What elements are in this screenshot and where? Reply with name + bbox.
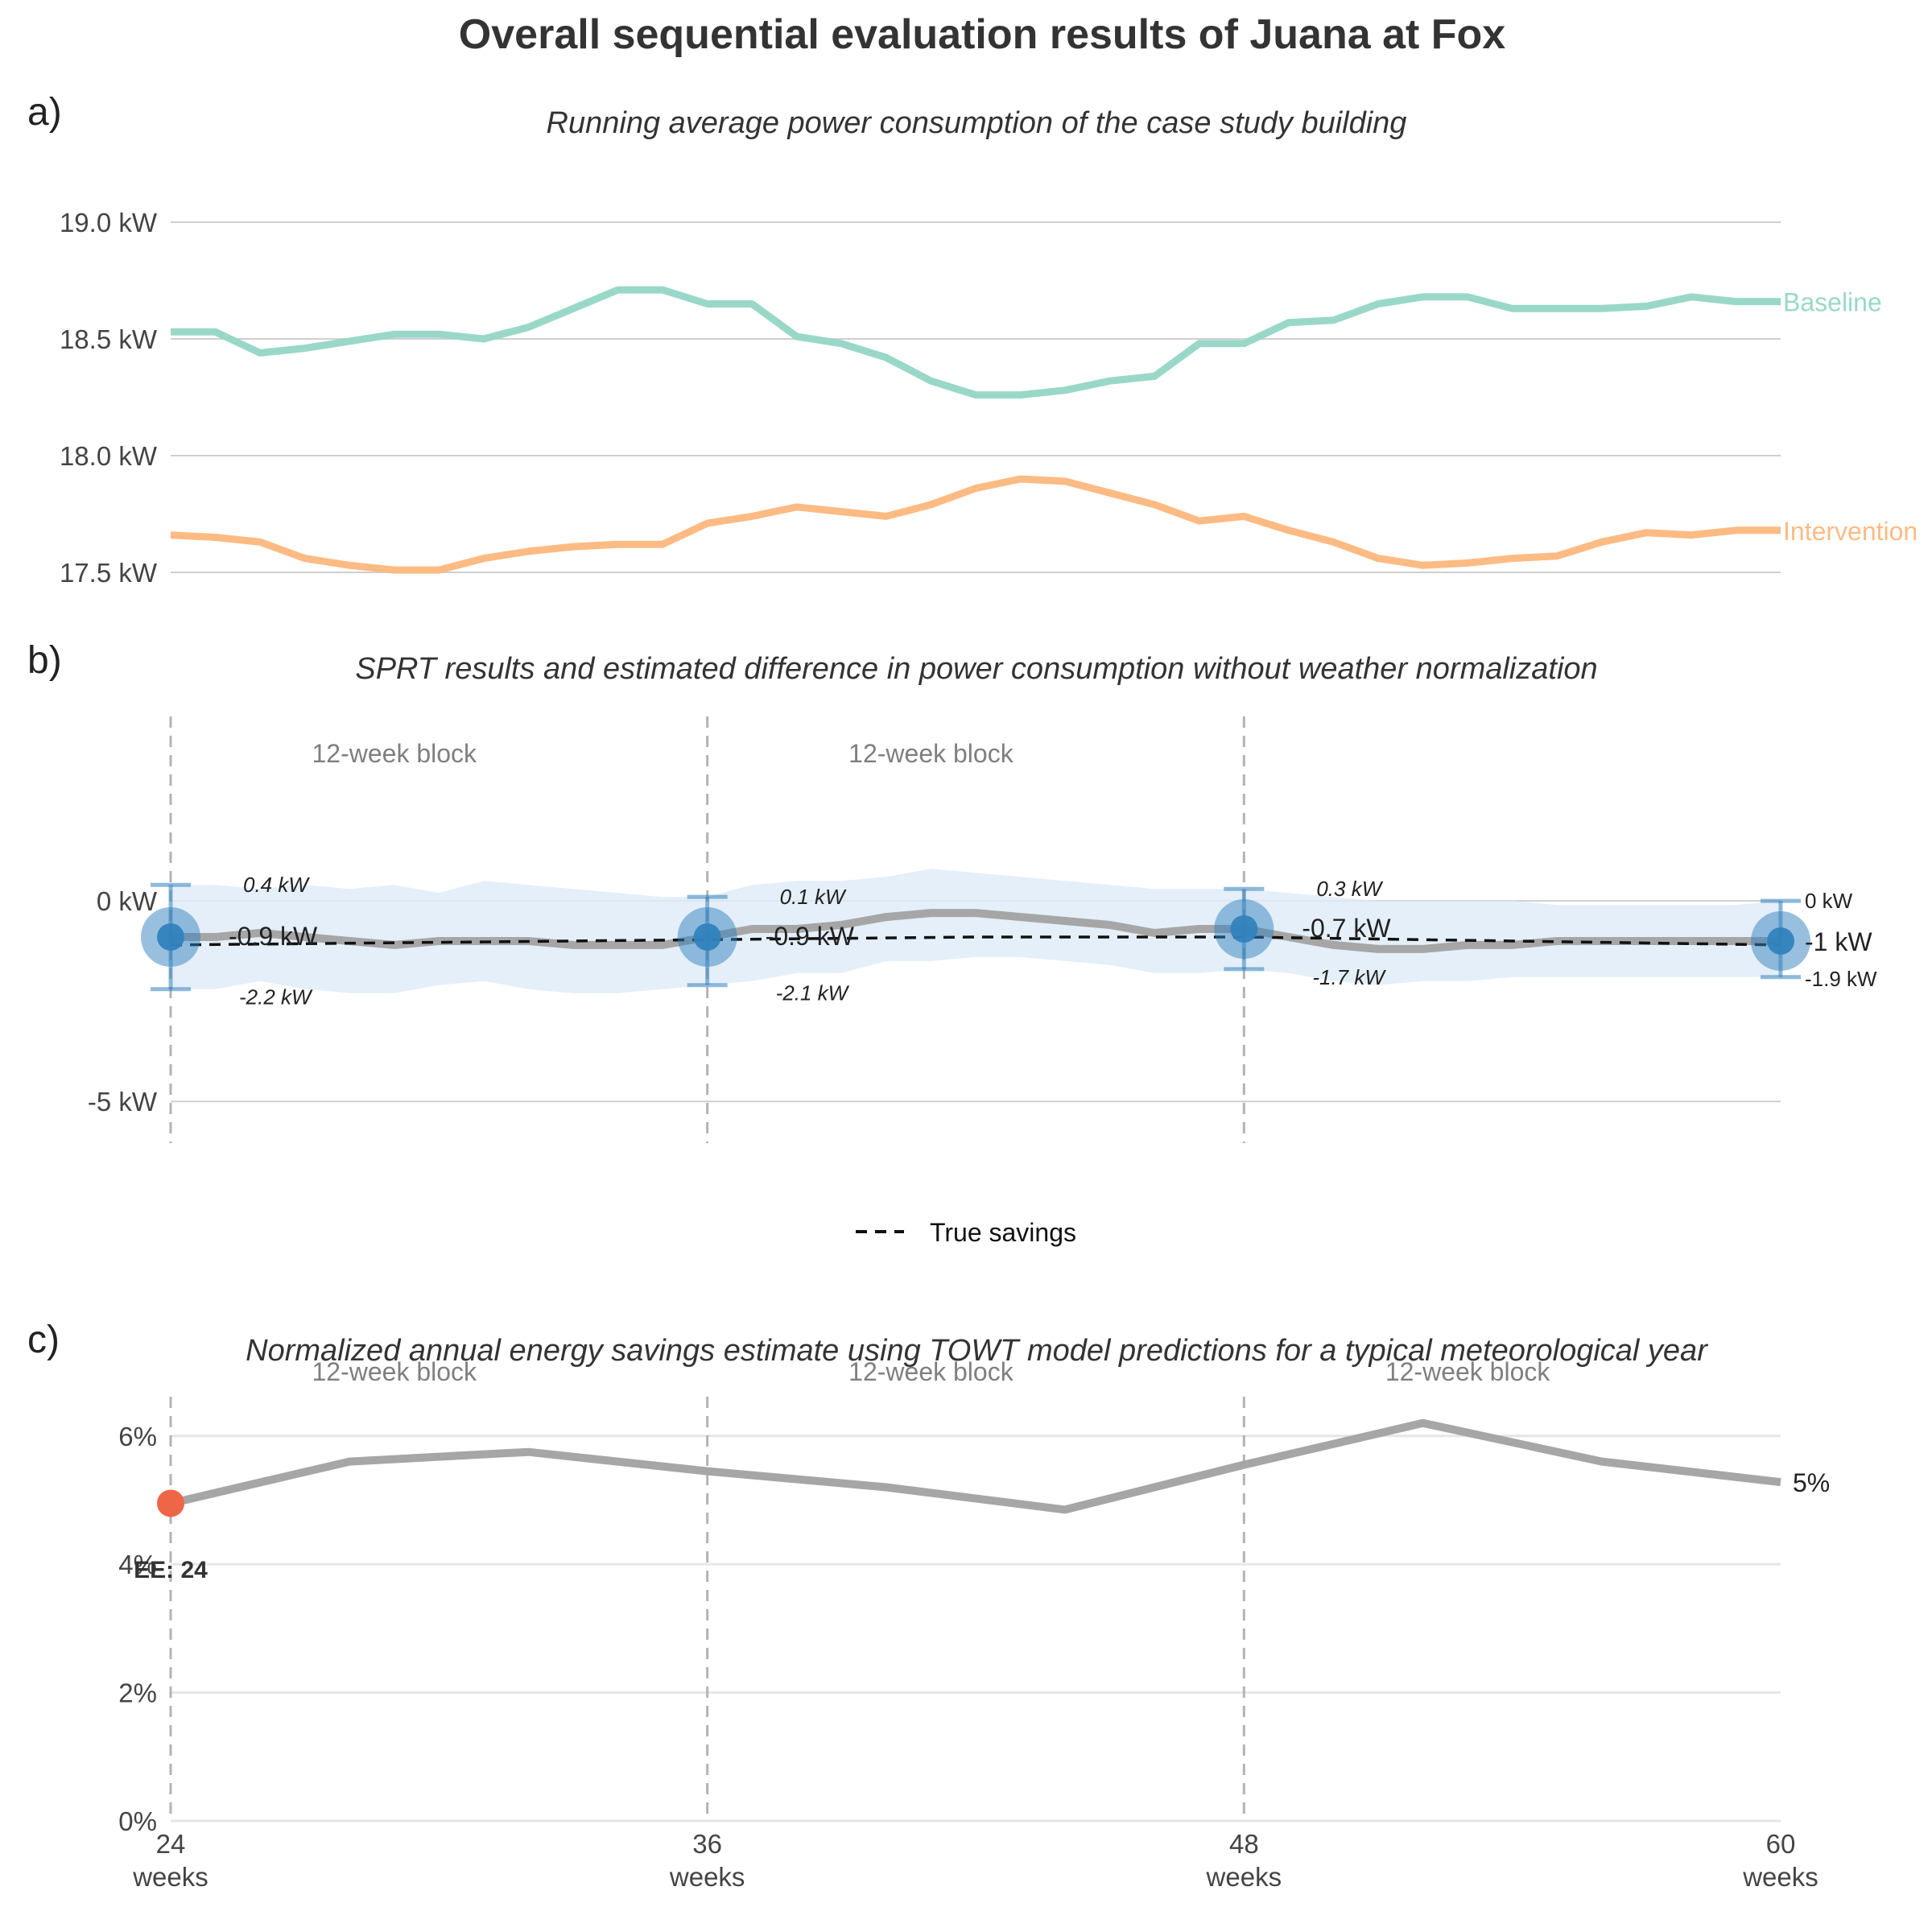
panel-b-y-ticks: 0 kW -5 kW bbox=[88, 886, 158, 1117]
early-exit-label: EE: 24 bbox=[134, 1557, 208, 1583]
series-line-intervention bbox=[170, 475, 1781, 574]
estimate-label: -0.7 kW bbox=[1302, 914, 1391, 943]
estimate-line bbox=[171, 909, 1781, 953]
panel-b-legend: True savings bbox=[856, 1218, 1076, 1247]
x-tick-label: 24 bbox=[156, 1829, 186, 1859]
sprt-point bbox=[157, 923, 184, 951]
legend-label: True savings bbox=[930, 1218, 1076, 1247]
panel-a-y-ticks: 17.5 kW 18.0 kW 18.5 kW 19.0 kW bbox=[60, 208, 158, 588]
panel-b-subtitle: SPRT results and estimated difference in… bbox=[355, 652, 1597, 686]
panel-b-estimate-line bbox=[171, 909, 1781, 953]
series-label-baseline: Baseline bbox=[1783, 288, 1882, 317]
panel-a-series-labels: Baseline Intervention bbox=[1783, 288, 1918, 546]
panel-c-early-exit: EE: 24 bbox=[134, 1489, 208, 1583]
block-label: 12-week block bbox=[848, 739, 1014, 768]
estimate-label: -1 kW bbox=[1805, 927, 1872, 956]
panel-c-block-dividers bbox=[169, 1397, 1245, 1821]
savings-end-label: 5% bbox=[1793, 1468, 1830, 1497]
x-tick-label: 60 bbox=[1766, 1829, 1796, 1859]
figure-title: Overall sequential evaluation results of… bbox=[459, 11, 1505, 58]
x-tick-label: 48 bbox=[1229, 1829, 1259, 1859]
panel-b-confidence-band bbox=[171, 869, 1781, 993]
block-label: 12-week block bbox=[312, 1357, 478, 1386]
y-tick-label: 0% bbox=[118, 1806, 157, 1836]
panel-b-tag: b) bbox=[27, 639, 62, 682]
panel-b-true-savings-line bbox=[170, 935, 1781, 947]
sprt-point bbox=[1767, 927, 1794, 955]
x-tick-unit-label: weeks bbox=[1206, 1862, 1282, 1892]
lower-ci-label: -2.1 kW bbox=[776, 981, 850, 1005]
x-tick-label: 36 bbox=[692, 1829, 722, 1859]
lower-ci-label: -1.9 kW bbox=[1805, 967, 1877, 991]
lower-ci-label: -1.7 kW bbox=[1312, 965, 1386, 989]
panel-b-sprt-points: 0.4 kW -2.2 kW -0.9 kW 0.1 kW -2.1 kW -0.9 kW… bbox=[141, 873, 1877, 1009]
series-line-baseline bbox=[171, 286, 1781, 399]
y-tick-label: 2% bbox=[118, 1678, 157, 1708]
confidence-band bbox=[171, 869, 1781, 993]
panel-c-subtitle: Normalized annual energy savings estimat… bbox=[246, 1334, 1708, 1368]
panel-a-gridlines bbox=[171, 221, 1781, 573]
sprt-point bbox=[693, 923, 721, 951]
y-tick-label: 0 kW bbox=[97, 886, 158, 916]
panel-b: b) SPRT results and estimated difference… bbox=[27, 639, 1877, 1247]
block-label: 12-week block bbox=[312, 739, 478, 768]
panel-c-y-ticks: 0% 2% 4% 6% bbox=[118, 1422, 157, 1836]
panel-c-savings-line: 5% bbox=[169, 1418, 1830, 1514]
x-tick-unit-label: weeks bbox=[669, 1862, 745, 1892]
panel-c-block-labels: 12-week block 12-week block 12-week block bbox=[312, 1357, 1551, 1386]
upper-ci-label: 0.1 kW bbox=[780, 885, 847, 909]
panel-a-tag: a) bbox=[27, 91, 62, 134]
upper-ci-label: 0.3 kW bbox=[1316, 877, 1383, 901]
y-tick-label: 18.0 kW bbox=[60, 441, 158, 471]
panel-c: c) Normalized annual energy savings esti… bbox=[27, 1319, 1830, 1892]
y-tick-label: 17.5 kW bbox=[60, 558, 158, 588]
y-tick-label: 19.0 kW bbox=[60, 208, 158, 237]
y-tick-label: 18.5 kW bbox=[60, 324, 158, 354]
panel-a-series-lines bbox=[170, 286, 1781, 574]
upper-ci-label: 0.4 kW bbox=[243, 873, 310, 897]
y-tick-label: -5 kW bbox=[88, 1087, 158, 1117]
series-label-intervention: Intervention bbox=[1783, 517, 1918, 546]
block-label: 12-week block bbox=[848, 1357, 1014, 1386]
panel-a-subtitle: Running average power consumption of the… bbox=[547, 106, 1407, 140]
x-tick-unit-label: weeks bbox=[1742, 1862, 1818, 1892]
panel-a: a) Running average power consumption of … bbox=[27, 91, 1918, 588]
lower-ci-label: -2.2 kW bbox=[239, 985, 313, 1009]
panel-c-tag: c) bbox=[27, 1319, 60, 1361]
block-label: 12-week block bbox=[1385, 1357, 1551, 1386]
upper-ci-label: 0 kW bbox=[1805, 889, 1853, 913]
y-tick-label: 4% bbox=[118, 1550, 157, 1579]
estimate-label: -0.9 kW bbox=[229, 922, 318, 951]
x-tick-unit-label: weeks bbox=[132, 1862, 208, 1892]
early-exit-point bbox=[157, 1489, 184, 1517]
estimate-label: -0.9 kW bbox=[766, 922, 855, 951]
true-savings-line bbox=[170, 935, 1781, 947]
savings-line bbox=[169, 1418, 1781, 1514]
panel-b-block-labels: 12-week block 12-week block bbox=[312, 739, 1014, 768]
sprt-point bbox=[1230, 915, 1258, 943]
panel-c-gridlines bbox=[171, 1435, 1781, 1823]
y-tick-label: 6% bbox=[118, 1422, 157, 1451]
